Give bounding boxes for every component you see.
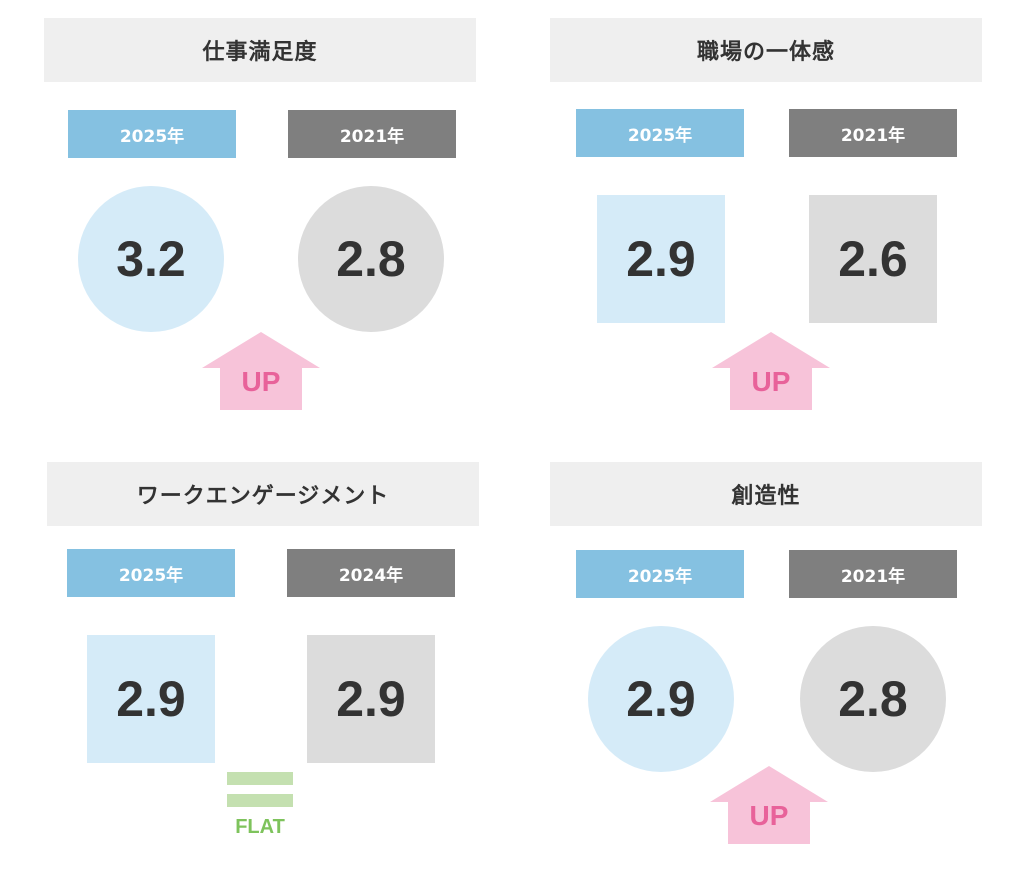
- trend-label: UP: [751, 366, 791, 397]
- up-arrow-icon: UP: [712, 332, 830, 410]
- flat-bar-top: [227, 772, 293, 785]
- year-badge-past: 2024年: [287, 549, 455, 597]
- year-badge-past: 2021年: [789, 550, 957, 598]
- trend-label: FLAT: [235, 816, 285, 838]
- panel-title: ワークエンゲージメント: [47, 462, 479, 526]
- year-badge-current: 2025年: [68, 110, 236, 158]
- score-current: 2.9: [588, 626, 734, 772]
- up-arrow-icon: UP: [202, 332, 320, 410]
- panel-title: 職場の一体感: [550, 18, 982, 82]
- flat-bar-bottom: [227, 794, 293, 807]
- panel-title: 創造性: [550, 462, 982, 526]
- score-current: 3.2: [78, 186, 224, 332]
- score-past: 2.9: [307, 635, 435, 763]
- year-badge-past: 2021年: [789, 109, 957, 157]
- panel-workplace-unity: 職場の一体感 2025年 2021年 2.9 2.6 UP: [550, 18, 990, 438]
- year-badge-current: 2025年: [576, 550, 744, 598]
- trend-label: UP: [749, 800, 789, 831]
- score-past: 2.8: [800, 626, 946, 772]
- score-past: 2.8: [298, 186, 444, 332]
- panel-creativity: 創造性 2025年 2021年 2.9 2.8 UP: [550, 462, 990, 882]
- score-current: 2.9: [597, 195, 725, 323]
- panel-title: 仕事満足度: [44, 18, 476, 82]
- year-badge-past: 2021年: [288, 110, 456, 158]
- score-current: 2.9: [87, 635, 215, 763]
- trend-label: UP: [241, 366, 281, 397]
- panel-work-engagement: ワークエンゲージメント 2025年 2024年 2.9 2.9 FLAT: [47, 462, 487, 882]
- panel-job-satisfaction: 仕事満足度 2025年 2021年 3.2 2.8 UP: [44, 18, 484, 438]
- up-arrow-icon: UP: [710, 766, 828, 844]
- year-badge-current: 2025年: [67, 549, 235, 597]
- equals-icon: FLAT: [227, 772, 293, 842]
- score-past: 2.6: [809, 195, 937, 323]
- year-badge-current: 2025年: [576, 109, 744, 157]
